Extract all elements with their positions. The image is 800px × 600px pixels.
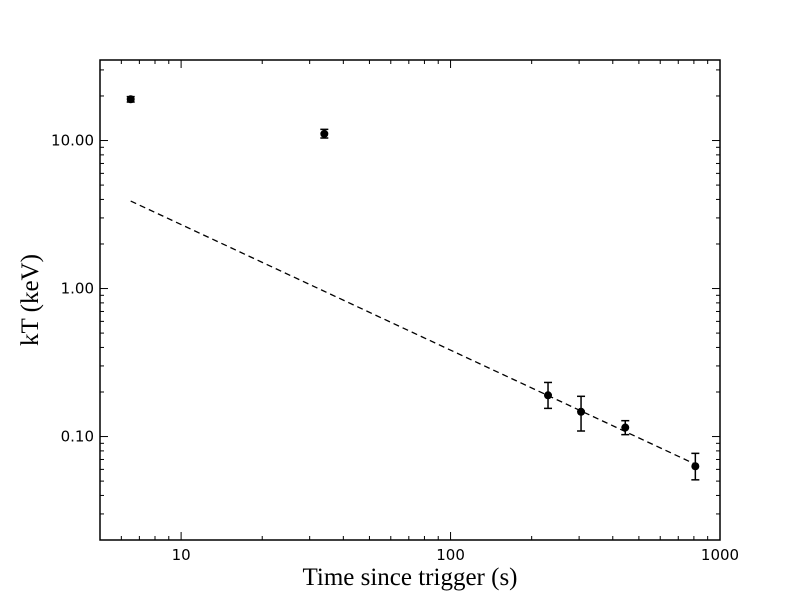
plot-frame — [99, 59, 721, 541]
data-marker — [621, 423, 630, 432]
y-tick-label: 10.00 — [51, 132, 94, 150]
data-point — [320, 128, 329, 139]
axis-tick-labels: 10 100 1000 0.10 1.00 10.00 — [51, 132, 739, 564]
data-points-layer — [126, 95, 700, 481]
data-marker — [577, 407, 586, 416]
x-tick-label: 1000 — [701, 546, 739, 564]
x-tick-label: 100 — [436, 546, 465, 564]
data-marker — [691, 462, 700, 471]
x-axis-title: Time since trigger (s) — [302, 564, 517, 591]
fit-line-layer — [130, 200, 696, 465]
data-marker — [544, 391, 553, 400]
y-axis-title: kT (keV) — [17, 254, 44, 346]
axis-ticks — [99, 60, 721, 541]
data-marker — [126, 95, 135, 104]
x-tick-label: 10 — [172, 546, 191, 564]
data-point — [126, 95, 135, 104]
y-tick-label: 1.00 — [61, 280, 94, 298]
data-marker — [320, 129, 329, 138]
data-point — [691, 452, 700, 481]
data-point — [577, 395, 586, 432]
power-law-fit-line — [130, 200, 696, 465]
data-point — [544, 381, 553, 410]
y-tick-label: 0.10 — [61, 428, 94, 446]
data-point — [621, 419, 630, 436]
